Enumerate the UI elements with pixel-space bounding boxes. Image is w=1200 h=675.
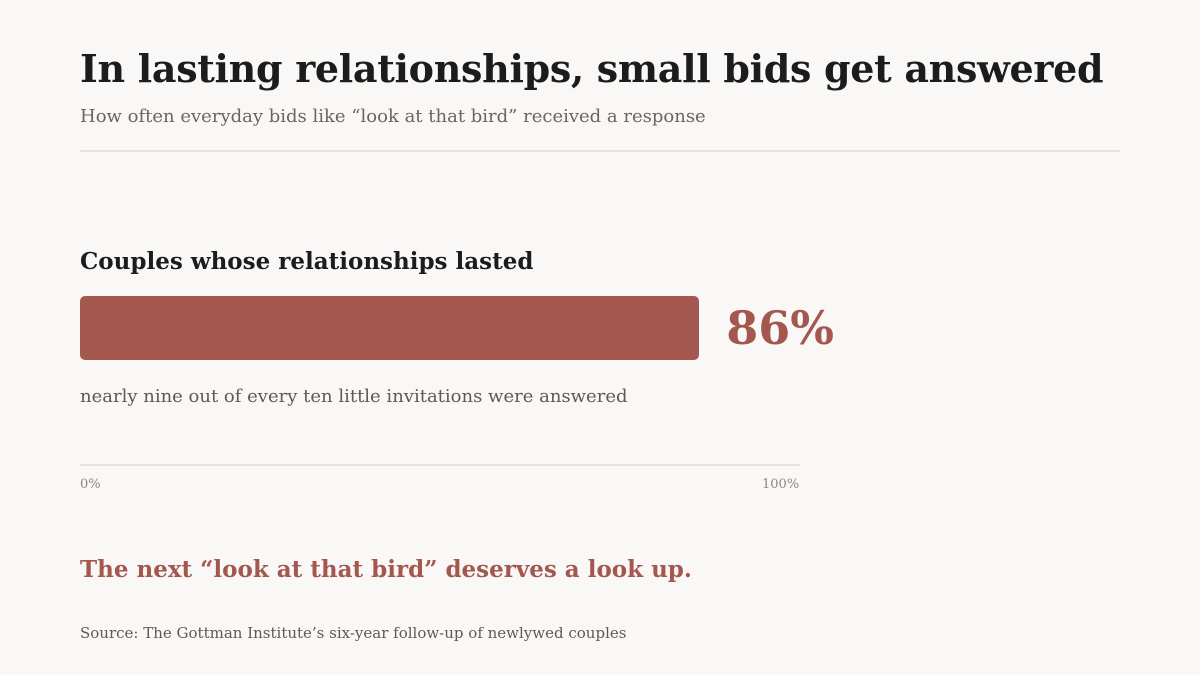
bar-annotation: nearly nine out of every ten little invi… <box>80 386 628 407</box>
bar-category-label: Couples whose relationships lasted <box>80 248 534 275</box>
chart-subtitle: How often everyday bids like “look at th… <box>80 106 706 127</box>
source-note: Source: The Gottman Institute’s six-year… <box>80 624 627 642</box>
header-divider <box>80 150 1120 152</box>
chart-title: In lasting relationships, small bids get… <box>80 46 1104 91</box>
bar-track <box>80 296 800 360</box>
axis-tick-max: 100% <box>762 477 800 492</box>
axis-tick-min: 0% <box>80 477 101 492</box>
bar-lasted-couples <box>80 296 700 360</box>
axis-line <box>80 464 800 466</box>
bar-value-label: 86% <box>726 301 834 355</box>
takeaway-text: The next “look at that bird” deserves a … <box>80 556 692 583</box>
